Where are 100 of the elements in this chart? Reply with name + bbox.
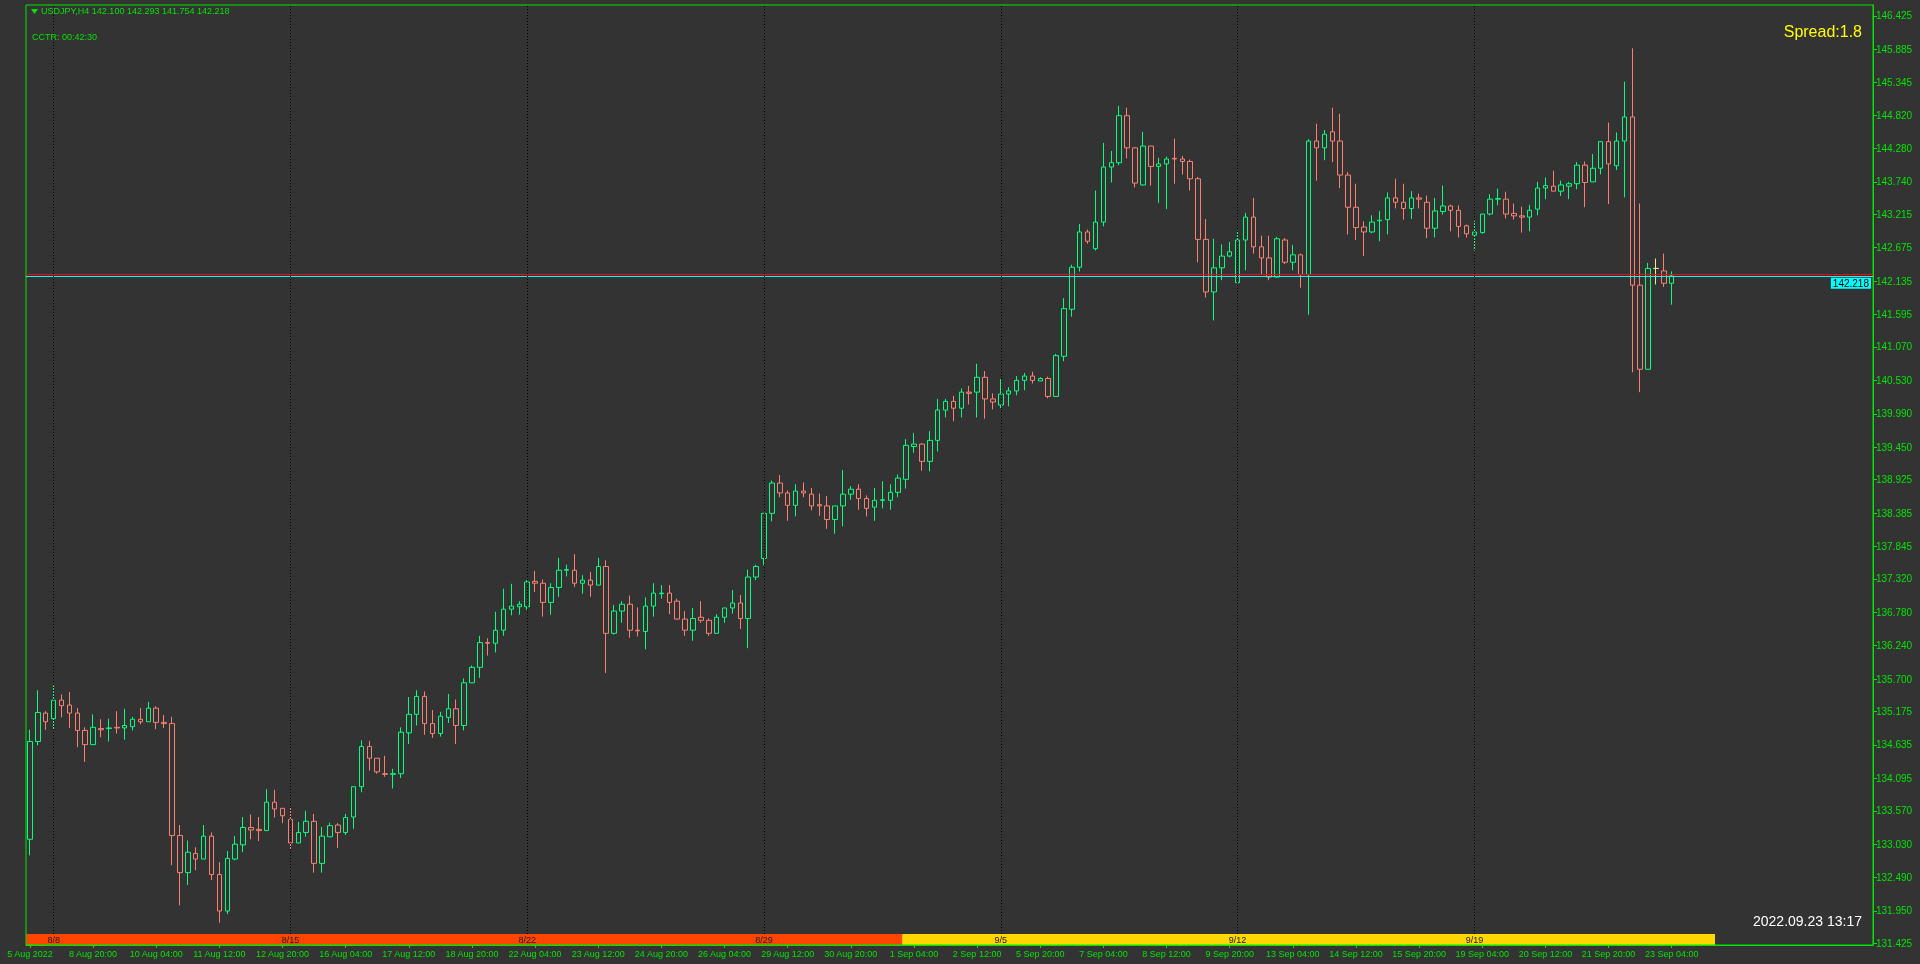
candlestick <box>98 718 104 738</box>
candlestick <box>643 596 648 650</box>
candlestick <box>888 483 893 511</box>
candlestick <box>225 850 230 915</box>
candlestick <box>82 726 88 763</box>
candlestick <box>532 570 538 593</box>
candlestick <box>1006 386 1011 407</box>
candlestick <box>438 711 443 738</box>
candlestick <box>1574 161 1580 190</box>
candlestick <box>1566 181 1572 200</box>
candlestick <box>1345 171 1351 235</box>
x-tick-label: 10 Aug 04:00 <box>129 948 183 959</box>
candlestick <box>1266 235 1272 281</box>
annotation: 8/22 <box>518 934 536 945</box>
y-tick-label: 141.070 <box>1876 341 1913 353</box>
candlestick <box>67 691 72 729</box>
candlestick <box>769 480 775 522</box>
candlestick <box>1298 253 1303 289</box>
candlestick <box>272 789 277 819</box>
candlestick <box>1053 353 1059 397</box>
candlestick <box>1211 238 1217 321</box>
x-tick-label: 18 Aug 20:00 <box>445 948 499 959</box>
candlestick <box>1630 47 1635 373</box>
candlestick <box>1622 81 1627 198</box>
candlestick <box>343 813 348 836</box>
candlestick <box>1661 253 1667 288</box>
candlestick <box>1582 160 1588 208</box>
x-tick-label: 9 Sep 20:00 <box>1205 948 1254 959</box>
candlestick <box>572 553 577 588</box>
candlestick <box>319 826 325 874</box>
y-tick-label: 145.885 <box>1876 43 1913 55</box>
candlestick <box>951 395 956 422</box>
candlestick <box>1669 270 1674 306</box>
x-tick-label: 7 Sep 04:00 <box>1079 948 1128 959</box>
candlestick <box>698 600 704 624</box>
candlestick <box>146 701 151 723</box>
candlestick <box>1590 153 1596 183</box>
candlestick <box>1148 145 1154 187</box>
candlestick <box>1393 178 1398 209</box>
candlestick <box>382 755 388 778</box>
annotation: CCTR: 00:42:30 <box>32 32 98 42</box>
candlestick <box>667 584 672 615</box>
candlestick <box>280 807 285 824</box>
candlestick <box>714 613 719 634</box>
candlestick <box>1337 113 1343 189</box>
candlestick <box>248 814 254 840</box>
ref-line-label: 142.218 <box>1832 278 1870 290</box>
candlestick <box>919 442 925 472</box>
candlestick <box>556 557 562 598</box>
x-tick-label: 24 Aug 20:00 <box>634 948 688 959</box>
candlestick <box>1180 155 1185 175</box>
annotation: 8/8 <box>47 934 60 945</box>
candlestick <box>217 861 222 924</box>
candlestick <box>114 710 120 734</box>
y-tick-label: 139.990 <box>1876 408 1913 420</box>
candlestick <box>793 483 798 517</box>
candlestick <box>943 398 948 418</box>
candlestick <box>453 698 459 745</box>
candlestick <box>1424 194 1430 239</box>
candlestick <box>1448 204 1453 232</box>
candlestick <box>335 822 341 849</box>
candlestick <box>1440 185 1446 216</box>
candlestick <box>1235 230 1240 284</box>
candlestick <box>1290 244 1296 271</box>
x-tick-label: 21 Sep 20:00 <box>1581 948 1636 959</box>
candlestick <box>856 483 861 511</box>
candlestick <box>580 574 585 595</box>
candlestick <box>1045 376 1051 399</box>
candlestick <box>122 708 127 741</box>
annotation: 2022.09.23 13:17 <box>1753 913 1863 929</box>
y-tick-label: 142.135 <box>1876 275 1913 287</box>
y-tick-label: 135.175 <box>1876 706 1913 718</box>
y-tick-label: 144.820 <box>1876 109 1913 121</box>
candlestick <box>1124 107 1130 159</box>
candlestick <box>903 438 909 490</box>
candlestick <box>1330 107 1335 163</box>
candlestick <box>1172 138 1177 185</box>
candlestick <box>469 664 475 684</box>
y-tick-label: 133.030 <box>1876 838 1913 850</box>
annotation: 8/29 <box>755 934 773 945</box>
x-tick-label: 1 Sep 04:00 <box>889 948 939 959</box>
y-tick-label: 139.450 <box>1876 441 1913 453</box>
candlestick <box>485 637 490 657</box>
candlestick <box>1061 297 1067 362</box>
y-tick-label: 136.780 <box>1876 606 1913 618</box>
candlestick <box>1227 241 1232 258</box>
candlestick <box>1259 235 1264 276</box>
candlestick <box>548 582 554 616</box>
y-tick-label: 138.925 <box>1876 474 1913 486</box>
candlestick <box>1637 203 1643 393</box>
candlestick <box>1156 157 1161 204</box>
candlestick <box>327 822 333 838</box>
candlestick <box>51 684 56 730</box>
candlestick <box>1038 376 1043 382</box>
candlestick <box>761 512 767 566</box>
candlestick <box>1132 146 1138 188</box>
candlestick <box>635 606 640 637</box>
candlestick <box>840 469 846 527</box>
candlestick <box>1511 203 1517 221</box>
y-tick-label: 145.345 <box>1876 77 1913 89</box>
